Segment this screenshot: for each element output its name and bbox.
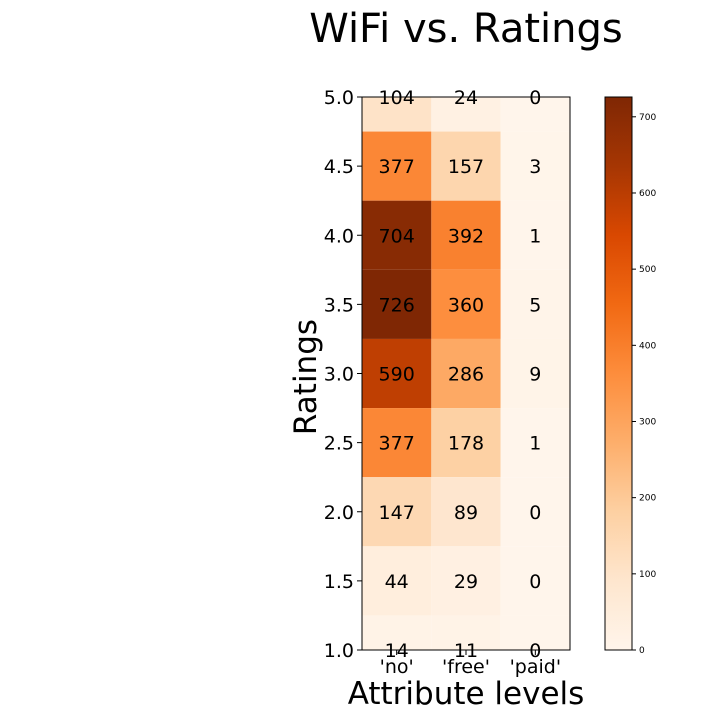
heatmap-cell (500, 269, 570, 339)
colorbar (604, 96, 633, 651)
heatmap-cell (431, 477, 501, 547)
cell-value-label: 286 (448, 364, 484, 386)
y-tick-label: 4.0 (324, 225, 354, 247)
cell-value-label: 3 (529, 156, 541, 178)
y-tick-label: 1.5 (324, 571, 354, 593)
x-tick-label: 'free' (442, 656, 490, 678)
heatmap-cell (431, 408, 501, 478)
heatmap-cell (362, 97, 432, 132)
heatmap-cell (500, 477, 570, 547)
cell-value-label: 24 (454, 87, 478, 109)
heatmap-cell (362, 477, 432, 547)
heatmap-cell (500, 338, 570, 409)
heatmap-cell (431, 615, 501, 650)
heatmap-cell (500, 97, 570, 132)
y-tick-label: 4.5 (324, 156, 354, 178)
cell-value-label: 5 (529, 294, 541, 316)
heatmap-cell (500, 408, 570, 478)
heatmap-cell (500, 131, 570, 201)
cell-value-label: 360 (448, 294, 484, 316)
x-tick-label: 'paid' (510, 656, 562, 678)
cell-value-label: 0 (529, 571, 541, 593)
cell-value-label: 89 (454, 502, 478, 524)
heatmap-cell (500, 546, 570, 616)
heatmap-cell (362, 200, 432, 270)
cell-value-label: 1 (529, 225, 541, 247)
x-axis-label: Attribute levels (348, 676, 585, 712)
cell-value-label: 29 (454, 571, 478, 593)
heatmap-cell (500, 615, 570, 650)
colorbar-tick-label: 300 (639, 417, 656, 427)
heatmap-cell (362, 546, 432, 616)
cell-value-label: 44 (385, 571, 409, 593)
y-axis: 5.0 4.5 4.0 3.5 3.0 2.5 2.0 1.5 1.0 (324, 87, 362, 662)
y-tick-label: 3.5 (324, 294, 354, 316)
cell-value-label: 0 (529, 87, 541, 109)
cell-value-label: 0 (529, 502, 541, 524)
colorbar-tick-label: 400 (639, 341, 656, 351)
x-tick-label: 'no' (380, 656, 414, 678)
colorbar-tick-label: 100 (639, 570, 656, 580)
heatmap-cell (431, 97, 501, 132)
y-tick-label: 3.0 (324, 364, 354, 386)
heatmap-cell (431, 200, 501, 270)
cell-value-label: 1 (529, 433, 541, 455)
heatmap-cell (431, 131, 501, 201)
y-tick-label: 2.5 (324, 433, 354, 455)
cell-value-label: 377 (379, 433, 415, 455)
cell-value-label: 157 (448, 156, 484, 178)
y-tick-label: 2.0 (324, 502, 354, 524)
colorbar-tick-label: 200 (639, 494, 656, 504)
chart-title: WiFi vs. Ratings (309, 6, 622, 52)
y-tick-label: 5.0 (324, 87, 354, 109)
cell-value-label: 590 (379, 364, 415, 386)
cell-value-label: 726 (379, 294, 415, 316)
cell-value-label: 104 (379, 87, 415, 109)
heatmap-cells: 104 24 0 377 157 3 704 392 1 726 360 5 590 286 9 377 178… (362, 87, 570, 662)
colorbar-tick-label: 500 (639, 265, 656, 275)
heatmap-cell (362, 408, 432, 478)
heatmap-cell (362, 338, 432, 409)
cell-value-label: 147 (379, 502, 415, 524)
heatmap-cell (431, 269, 501, 339)
heatmap-cell (431, 338, 501, 409)
cell-value-label: 377 (379, 156, 415, 178)
colorbar-tick-label: 700 (639, 113, 656, 123)
cell-value-label: 178 (448, 433, 484, 455)
heatmap-cell (500, 200, 570, 270)
y-axis-label: Ratings (288, 319, 324, 435)
cell-value-label: 704 (379, 225, 415, 247)
heatmap-cell (362, 131, 432, 201)
x-axis: 'no' 'free' 'paid' (380, 650, 561, 678)
heatmap-cell (362, 269, 432, 339)
heatmap-cell (431, 546, 501, 616)
colorbar-tick-label: 0 (639, 646, 645, 656)
heatmap-cell (362, 615, 432, 650)
colorbar-ticks: 0 100 200 300 400 500 600 700 (632, 113, 656, 656)
y-tick-label: 1.0 (324, 640, 354, 662)
colorbar-tick-label: 600 (639, 189, 656, 199)
cell-value-label: 9 (529, 364, 541, 386)
cell-value-label: 392 (448, 225, 484, 247)
